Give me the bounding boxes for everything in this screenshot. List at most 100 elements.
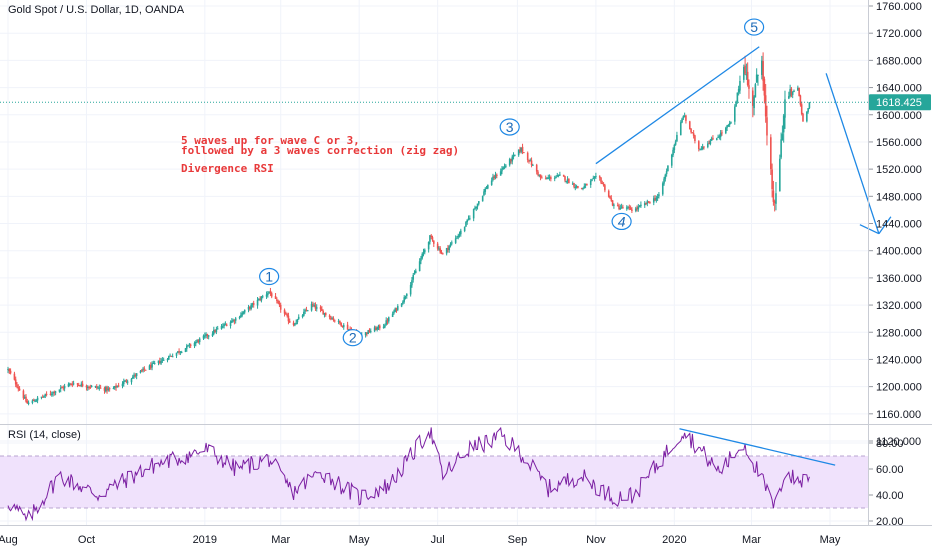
candle: [457, 233, 460, 240]
candle-body: [530, 160, 533, 166]
candle: [493, 174, 496, 180]
candle: [441, 252, 444, 255]
candle: [718, 134, 721, 140]
candle-body: [384, 325, 386, 328]
candle-body: [771, 169, 773, 190]
rsi-axis-label: 40.00: [876, 490, 904, 502]
wave-marker-circle: [611, 212, 632, 231]
candle: [161, 357, 164, 363]
candle: [418, 258, 421, 272]
candle: [384, 323, 386, 329]
candle-body: [265, 294, 268, 297]
candle: [541, 175, 543, 179]
candle-body: [600, 177, 602, 183]
candle: [766, 105, 768, 146]
candle-body: [736, 92, 739, 102]
candle: [231, 318, 233, 323]
candle: [676, 131, 678, 142]
candle: [340, 322, 342, 327]
candle: [574, 184, 577, 191]
time-axis-label: Mar: [742, 534, 761, 546]
candle: [25, 394, 27, 403]
candle: [80, 381, 83, 388]
candle: [288, 318, 291, 323]
candle: [445, 247, 448, 256]
candle-body: [409, 284, 412, 295]
candle: [780, 132, 782, 160]
candle-body: [610, 198, 613, 201]
candle-body: [268, 291, 270, 293]
candle: [36, 395, 39, 404]
candle-body: [566, 179, 569, 182]
price-axis-label: 1240.000: [876, 354, 922, 366]
candle-body: [514, 154, 516, 156]
candle-body: [242, 312, 245, 314]
candle-body: [22, 390, 25, 399]
candle: [553, 175, 556, 182]
candle-body: [487, 185, 489, 189]
wave-marker-circle: [499, 118, 520, 136]
candle-body: [679, 122, 682, 136]
price-axis-label: 1440.000: [876, 219, 922, 231]
candle-body: [548, 177, 551, 179]
candle: [186, 343, 188, 352]
candle-body: [214, 329, 216, 332]
candle: [744, 55, 746, 75]
candle: [602, 182, 605, 187]
candle-body: [249, 306, 251, 309]
candle-body: [501, 168, 503, 172]
candle-body: [333, 320, 336, 322]
candle-body: [279, 304, 282, 310]
candle: [775, 181, 777, 211]
candle: [511, 154, 514, 165]
candle: [467, 215, 470, 221]
candle-body: [436, 243, 439, 249]
candle-body: [394, 308, 397, 312]
candle-body: [171, 356, 174, 358]
candle: [807, 108, 809, 114]
candle: [222, 323, 224, 329]
candle-body: [31, 400, 34, 403]
candle: [782, 113, 785, 143]
candle-body: [259, 298, 261, 301]
candle: [52, 391, 54, 397]
candle: [508, 157, 511, 167]
candle-body: [761, 60, 763, 75]
candle: [251, 302, 254, 308]
candle: [175, 352, 178, 359]
candle: [469, 215, 471, 221]
candle: [113, 385, 116, 390]
candle: [440, 249, 443, 255]
candle-body: [186, 345, 188, 349]
candle-body: [616, 205, 619, 207]
candle-body: [88, 386, 90, 388]
candle-body: [340, 322, 342, 326]
candle-body: [341, 325, 344, 327]
candle: [167, 355, 170, 360]
candle: [202, 334, 205, 340]
candle: [321, 306, 323, 311]
candle-body: [277, 300, 279, 304]
candle-body: [592, 178, 595, 180]
candle-body: [574, 187, 577, 189]
candle: [330, 315, 332, 321]
price-axis-label: 1320.000: [876, 300, 922, 312]
candle: [649, 201, 651, 204]
candle-body: [348, 329, 350, 331]
annotation-divergence-label: Divergence RSI: [181, 162, 274, 175]
candle-body: [274, 296, 277, 299]
candle: [247, 304, 250, 313]
candle-body: [95, 386, 98, 388]
candle-body: [629, 207, 632, 210]
candle: [285, 311, 287, 315]
candle: [679, 120, 682, 136]
candle: [674, 139, 677, 146]
price-axis-label: 1600.000: [876, 110, 922, 122]
price-axis-label: 1400.000: [876, 246, 922, 258]
candle-body: [331, 318, 333, 320]
candle-body: [270, 293, 273, 297]
candle: [233, 319, 236, 325]
candle-body: [387, 317, 390, 322]
candle: [211, 331, 214, 338]
